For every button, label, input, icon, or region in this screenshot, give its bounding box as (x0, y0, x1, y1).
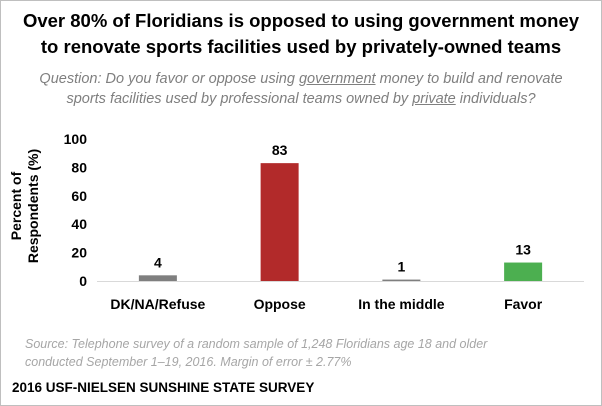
source-line-2: conducted September 1–19, 2016. Margin o… (25, 355, 352, 369)
y-tick-label: 40 (71, 216, 87, 232)
x-tick-label: DK/NA/Refuse (110, 296, 205, 312)
question-text: individuals? (455, 91, 536, 107)
chart-title: Over 80% of Floridians is opposed to usi… (1, 8, 601, 60)
survey-footer: 2016 USF-NIELSEN SUNSHINE STATE SURVEY (12, 380, 315, 395)
y-tick-label: 0 (79, 273, 87, 289)
question-line-2: sports facilities used by professional t… (1, 89, 601, 109)
data-label: 13 (515, 242, 531, 258)
y-axis-label: Percent of (8, 171, 24, 240)
question-line-1: Question: Do you favor or oppose using g… (1, 69, 601, 89)
survey-question: Question: Do you favor or oppose using g… (1, 69, 601, 109)
question-underlined-word: government (298, 71, 376, 87)
x-tick-label: In the middle (358, 296, 445, 312)
question-underlined-word: private (412, 91, 456, 107)
title-line-2: to renovate sports facilities used by pr… (40, 36, 562, 57)
source-line-1: Source: Telephone survey of a random sam… (25, 337, 488, 351)
y-tick-label: 20 (71, 245, 87, 261)
bar (260, 163, 299, 281)
x-tick-label: Favor (504, 296, 543, 312)
bar (504, 262, 543, 281)
bar (382, 279, 421, 281)
y-axis-label: Respondents (%) (25, 149, 41, 263)
bar (138, 275, 177, 281)
y-tick-label: 60 (71, 188, 87, 204)
x-tick-label: Oppose (254, 296, 306, 312)
data-label: 4 (154, 254, 162, 270)
question-text: money to build and renovate (375, 71, 563, 87)
y-tick-label: 80 (71, 159, 87, 175)
source-note: Source: Telephone survey of a random sam… (25, 335, 585, 371)
y-tick-label: 100 (64, 131, 88, 147)
bar-chart: Percent of Respondents (%) 0 20 40 60 80 100 4 DK… (8, 131, 584, 312)
data-label: 83 (272, 142, 288, 158)
question-text: sports facilities used by professional t… (66, 91, 413, 107)
data-label: 1 (397, 259, 405, 275)
question-text: Question: Do you favor or oppose using (39, 71, 299, 87)
title-line-1: Over 80% of Floridians is opposed to usi… (22, 10, 580, 31)
